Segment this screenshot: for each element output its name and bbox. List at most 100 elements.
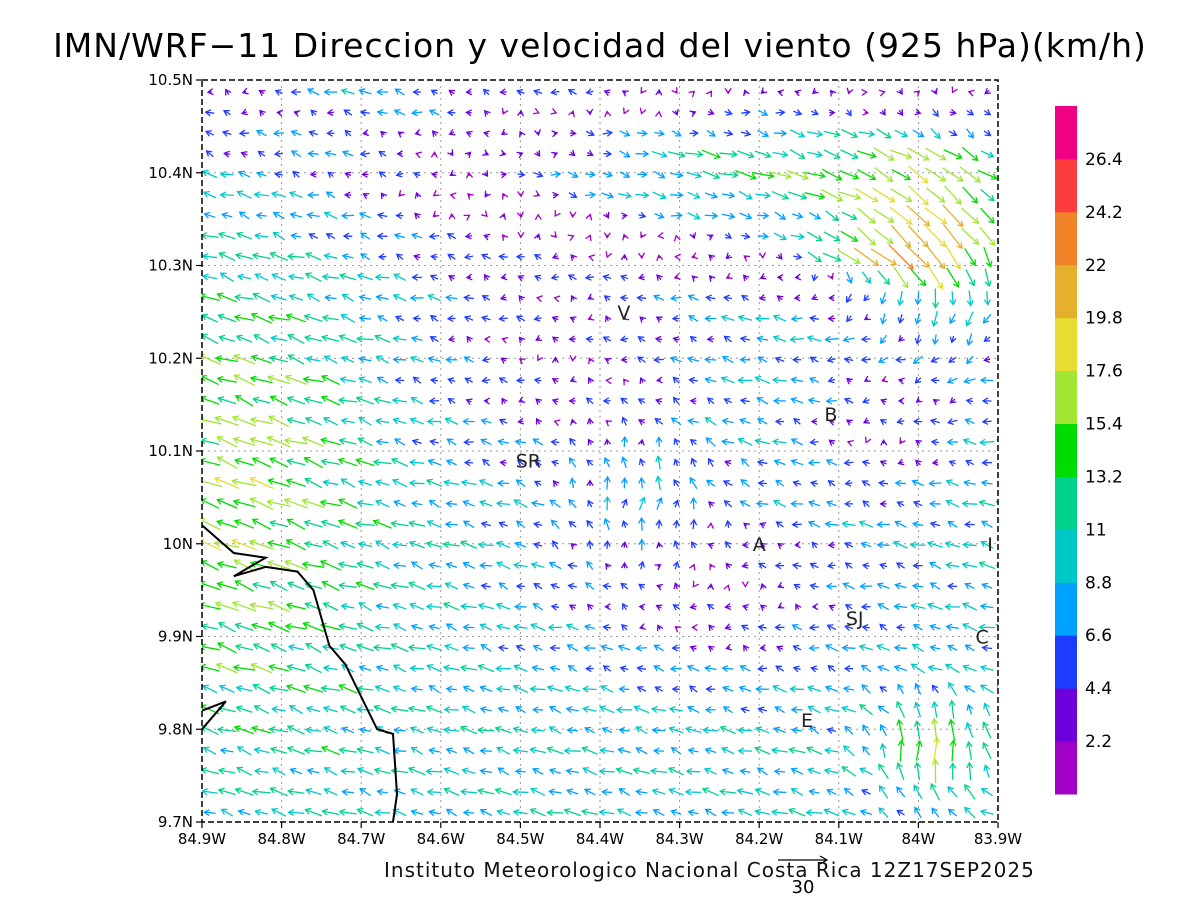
wind-arrow bbox=[356, 685, 374, 693]
wind-arrow-head bbox=[767, 171, 775, 179]
wind-arrow-shaft bbox=[968, 762, 972, 781]
wind-arrow-head bbox=[501, 397, 508, 405]
wind-arrow bbox=[270, 190, 287, 198]
wind-arrow bbox=[358, 314, 372, 322]
wind-arrow bbox=[723, 584, 731, 592]
wind-arrow-head bbox=[413, 171, 421, 179]
wind-arrow bbox=[754, 314, 770, 323]
wind-arrow-head bbox=[407, 705, 415, 713]
wind-arrow-shaft bbox=[655, 686, 663, 692]
wind-arrow-head bbox=[517, 417, 525, 425]
wind-arrow bbox=[251, 622, 272, 631]
wind-arrow-head bbox=[673, 478, 680, 486]
wind-arrow bbox=[482, 130, 490, 138]
wind-arrow-shaft bbox=[271, 747, 288, 754]
wind-arrow-shaft bbox=[916, 721, 921, 740]
wind-arrow bbox=[428, 685, 440, 694]
wind-arrow-head bbox=[271, 273, 279, 280]
wind-arrow bbox=[965, 311, 974, 327]
wind-arrow bbox=[429, 438, 439, 446]
wind-arrow-shaft bbox=[235, 459, 254, 466]
wind-arrow bbox=[772, 150, 789, 158]
wind-arrow-shaft bbox=[720, 726, 736, 735]
wind-arrow bbox=[857, 207, 876, 225]
wind-arrow bbox=[426, 582, 442, 590]
wind-arrow-shaft bbox=[302, 437, 325, 448]
wind-arrow bbox=[879, 742, 887, 758]
wind-arrow-head bbox=[879, 297, 887, 305]
wind-arrow-head bbox=[252, 683, 260, 691]
wind-arrow bbox=[498, 582, 509, 590]
wind-arrow-head bbox=[947, 520, 955, 528]
wind-arrow-shaft bbox=[889, 206, 913, 225]
wind-arrow-head bbox=[968, 279, 976, 287]
wind-arrow-head bbox=[289, 211, 297, 219]
wind-arrow bbox=[498, 521, 509, 528]
wind-arrow-head bbox=[689, 476, 696, 484]
wind-arrow-shaft bbox=[496, 603, 511, 610]
wind-arrow-head bbox=[807, 767, 815, 775]
wind-arrow bbox=[533, 377, 542, 385]
wind-arrow-head bbox=[811, 274, 819, 282]
wind-arrow bbox=[981, 520, 993, 529]
wind-arrow-shaft bbox=[878, 356, 889, 363]
wind-arrow bbox=[569, 477, 577, 489]
wind-arrow bbox=[587, 293, 595, 300]
wind-arrow-head bbox=[668, 726, 676, 733]
wind-arrow bbox=[394, 315, 405, 322]
wind-arrow bbox=[585, 397, 594, 405]
wind-arrow-head bbox=[858, 644, 866, 651]
wind-arrow-head bbox=[497, 644, 505, 652]
wind-arrow-head bbox=[566, 788, 574, 796]
wind-arrow bbox=[770, 808, 788, 816]
wind-arrow-shaft bbox=[233, 666, 256, 671]
wind-arrow-shaft bbox=[481, 254, 491, 260]
wind-arrow bbox=[341, 726, 355, 734]
wind-arrow bbox=[965, 740, 973, 760]
wind-arrow-head bbox=[550, 583, 558, 590]
wind-arrow-shaft bbox=[876, 128, 892, 139]
wind-arrow-shaft bbox=[238, 810, 251, 816]
wind-arrow bbox=[496, 623, 511, 631]
wind-arrow-head bbox=[912, 624, 920, 631]
wind-arrow-head bbox=[553, 295, 561, 303]
wind-arrow-head bbox=[496, 540, 504, 548]
wind-arrow-shaft bbox=[338, 498, 358, 509]
wind-arrow bbox=[483, 233, 491, 241]
wind-arrow-shaft bbox=[359, 212, 372, 219]
wind-arrow bbox=[687, 212, 701, 220]
wind-arrow-head bbox=[950, 129, 958, 137]
wind-arrow-head bbox=[673, 458, 681, 466]
wind-arrow-shaft bbox=[430, 440, 439, 444]
wind-arrow-head bbox=[657, 212, 665, 219]
wind-arrow-shaft bbox=[810, 356, 819, 363]
wind-arrow bbox=[407, 766, 426, 776]
wind-arrow-head bbox=[466, 335, 473, 343]
wind-arrow-head bbox=[948, 718, 956, 726]
wind-arrow-head bbox=[880, 439, 888, 446]
wind-arrow-head bbox=[414, 212, 421, 220]
wind-arrow-head bbox=[426, 788, 434, 796]
wind-arrow-head bbox=[413, 253, 421, 261]
wind-arrow-shaft bbox=[999, 789, 1010, 796]
wind-arrow-head bbox=[603, 456, 611, 464]
wind-arrow-head bbox=[551, 336, 559, 343]
wind-arrow bbox=[652, 747, 664, 755]
wind-arrow-shaft bbox=[946, 625, 959, 629]
wind-arrow bbox=[964, 806, 976, 819]
wind-arrow bbox=[983, 702, 991, 717]
wind-arrow-head bbox=[654, 418, 662, 425]
wind-arrow bbox=[948, 718, 956, 742]
wind-arrow-shaft bbox=[445, 523, 458, 526]
wind-arrow bbox=[724, 603, 732, 611]
wind-arrow-shaft bbox=[640, 518, 643, 531]
wind-arrow-shaft bbox=[617, 808, 632, 817]
wind-arrow-head bbox=[603, 517, 611, 525]
wind-arrow bbox=[338, 582, 357, 590]
wind-arrow bbox=[320, 374, 340, 386]
wind-arrow bbox=[966, 355, 974, 365]
wind-arrow bbox=[320, 437, 341, 446]
wind-arrow-shaft bbox=[916, 334, 920, 344]
wind-arrow-head bbox=[656, 254, 664, 262]
wind-arrow-head bbox=[978, 623, 986, 631]
